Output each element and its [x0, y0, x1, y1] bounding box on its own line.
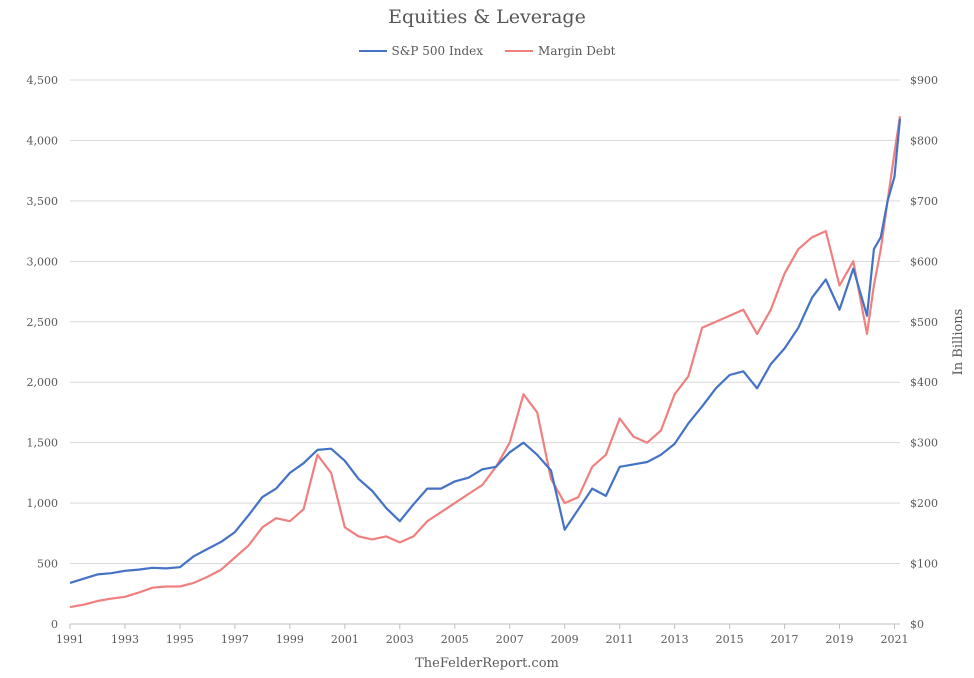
y-right-tick-label: $800 [910, 134, 938, 147]
x-tick-label: 2019 [826, 633, 854, 646]
legend-swatch-margin-debt [505, 50, 534, 52]
x-tick-label: 1993 [111, 633, 139, 646]
chart-legend: S&P 500 Index Margin Debt [0, 44, 974, 58]
y-right-tick-label: $0 [910, 618, 924, 631]
y-right-tick-label: $600 [910, 255, 938, 268]
legend-label-sp500: S&P 500 Index [391, 44, 484, 58]
series-layer [69, 116, 902, 609]
y-left-tick-label: 2,000 [27, 376, 59, 389]
y-right-tick-label: $300 [910, 437, 938, 450]
x-tick-label: 2017 [771, 633, 799, 646]
x-tick-label: 1997 [221, 633, 249, 646]
chart-title: Equities & Leverage [388, 6, 586, 28]
source-label: TheFelderReport.com [415, 656, 559, 671]
y-right-tick-label: $400 [910, 376, 938, 389]
y-left-tick-label: 1,500 [27, 437, 59, 450]
series-line-margin-debt [69, 116, 902, 609]
y-right-tick-label: $700 [910, 195, 938, 208]
y-left-tick-label: 2,500 [27, 316, 59, 329]
y-left-tick-label: 500 [37, 558, 58, 571]
y-right-tick-label: $100 [910, 558, 938, 571]
series-line-sp500 [69, 118, 902, 584]
y-right-tick-label: $900 [910, 74, 938, 87]
axis-layer: 0 $0 500 $100 1,000 $200 1,500 $300 2,000 $400 2,5… [27, 74, 967, 646]
y-right-tick-label: $500 [910, 316, 938, 329]
y-right-axis-label: In Billions [951, 309, 966, 376]
legend-item-margin-debt: Margin Debt [505, 44, 616, 58]
x-tick-label: 2007 [496, 633, 524, 646]
y-left-tick-label: 1,000 [27, 497, 59, 510]
grid-layer [70, 79, 900, 625]
x-tick-label: 2005 [441, 633, 469, 646]
y-left-tick-label: 3,500 [27, 195, 59, 208]
x-tick-label: 2021 [881, 633, 909, 646]
x-tick-label: 2015 [716, 633, 744, 646]
x-tick-label: 2013 [661, 633, 689, 646]
y-left-tick-label: 0 [51, 618, 58, 631]
x-tick-label: 1999 [276, 633, 304, 646]
legend-swatch-sp500 [358, 50, 387, 52]
x-tick-label: 1991 [56, 633, 84, 646]
x-tick-label: 1995 [166, 633, 194, 646]
x-tick-label: 2011 [606, 633, 634, 646]
y-left-tick-label: 4,500 [27, 74, 59, 87]
legend-label-margin-debt: Margin Debt [538, 44, 616, 58]
y-right-tick-label: $200 [910, 497, 938, 510]
x-tick-label: 2001 [331, 633, 359, 646]
y-left-tick-label: 4,000 [27, 134, 59, 147]
legend-item-sp500: S&P 500 Index [358, 44, 484, 58]
x-tick-label: 2009 [551, 633, 579, 646]
x-tick-label: 2003 [386, 633, 414, 646]
y-left-tick-label: 3,000 [27, 255, 59, 268]
